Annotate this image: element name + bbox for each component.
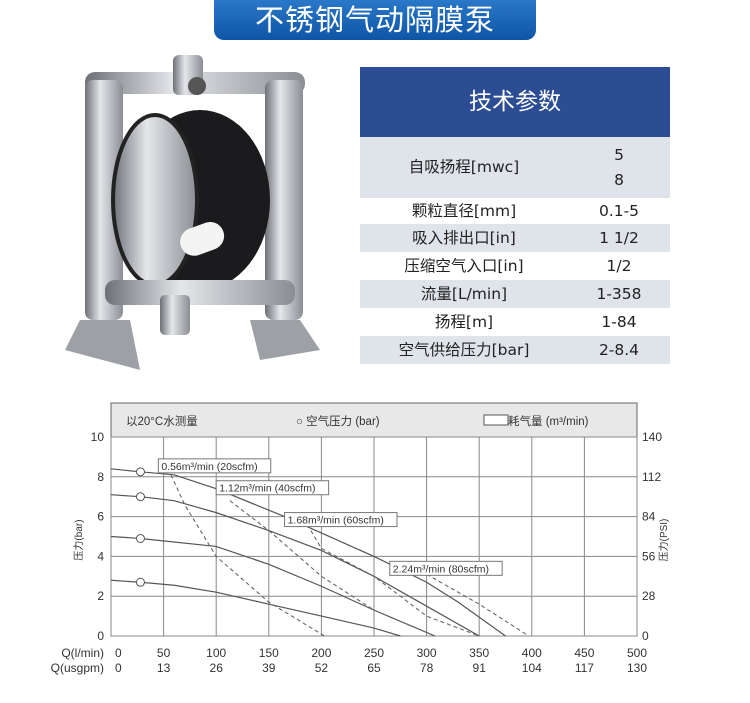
x-tick-label-usgpm: 65 xyxy=(367,661,381,675)
x-tick-label: 50 xyxy=(157,646,171,660)
spec-label: 吸入排出口[in] xyxy=(412,229,516,247)
x-tick-label: 150 xyxy=(259,646,279,660)
x-tick-label-usgpm: 130 xyxy=(627,661,647,675)
y-tick-label: 8 xyxy=(97,470,104,484)
spec-value: 1-358 xyxy=(596,285,642,303)
y-tick-label: 2 xyxy=(97,589,104,603)
spec-table: 技术参数 自吸扬程[mwc] 5 8 颗粒直径[mm] 0.1-5 吸入排出口[in… xyxy=(360,67,670,364)
pressure-marker xyxy=(135,467,145,477)
air-consumption-curve xyxy=(170,474,325,637)
x-tick-label-usgpm: 78 xyxy=(420,661,434,675)
x-tick-label-usgpm: 26 xyxy=(210,661,224,675)
x-tick-label: 500 xyxy=(627,646,647,660)
x-tick-label: 350 xyxy=(469,646,489,660)
spec-value: 1/2 xyxy=(606,257,632,275)
spec-row: 流量[L/min] 1-358 xyxy=(360,280,670,308)
air-curve-label-box xyxy=(215,480,330,496)
spec-row: 压缩空气入口[in] 1/2 xyxy=(360,252,670,280)
spec-row: 空气供给压力[bar] 2-8.4 xyxy=(360,336,670,364)
x-tick-label-usgpm: 39 xyxy=(262,661,276,675)
spec-label: 压缩空气入口[in] xyxy=(404,257,524,275)
y-tick-label-right: 56 xyxy=(642,549,656,563)
air-consumption-curve xyxy=(229,500,436,637)
air-consumption-curve xyxy=(310,530,480,637)
legend-pressure: ○ 空气压力 (bar) xyxy=(296,414,380,428)
air-curve-label: 0.56m³/min (20scfm) xyxy=(161,461,257,473)
spec-row: 扬程[m] 1-84 xyxy=(360,308,670,336)
x-tick-label-usgpm: 117 xyxy=(575,661,594,675)
spec-value: 8 xyxy=(614,171,624,189)
pressure-marker xyxy=(135,492,145,502)
pressure-marker xyxy=(135,533,145,543)
y-tick-label: 4 xyxy=(97,549,104,563)
x-tick-label: 450 xyxy=(574,646,594,660)
x-tick-label: 200 xyxy=(311,646,331,660)
y-tick-label: 10 xyxy=(91,430,105,444)
x-tick-label: 300 xyxy=(417,646,437,660)
chart-legend-band xyxy=(110,402,638,438)
y-axis-label-right: 压力(PSI) xyxy=(657,519,670,562)
legend-air-swatch xyxy=(483,414,509,426)
spec-value: 2-8.4 xyxy=(598,341,640,359)
air-curve-label: 2.24m³/min (80scfm) xyxy=(393,563,489,575)
x-tick-label: 400 xyxy=(522,646,542,660)
y-axis-label-left: 压力(bar) xyxy=(72,519,85,560)
pressure-marker xyxy=(135,577,145,587)
spec-label: 扬程[m] xyxy=(434,313,494,331)
air-curve-label-box xyxy=(284,512,398,528)
air-curve-label-box xyxy=(157,458,272,474)
spec-label: 自吸扬程[mwc] xyxy=(408,158,520,176)
air-curve-label: 1.68m³/min (60scfm) xyxy=(288,515,384,527)
x-tick-label: 100 xyxy=(206,646,226,660)
spec-label: 流量[L/min] xyxy=(420,285,508,303)
pressure-curve xyxy=(110,579,401,637)
spec-row: 自吸扬程[mwc] 5 8 xyxy=(360,137,670,198)
y-tick-label-right: 140 xyxy=(642,430,662,444)
y-tick-label-right: 28 xyxy=(642,589,656,603)
y-tick-label: 0 xyxy=(97,629,104,643)
spec-value: 0.1-5 xyxy=(598,202,640,220)
spec-value: 1 1/2 xyxy=(599,229,639,247)
spec-row: 颗粒直径[mm] 0.1-5 xyxy=(360,198,670,224)
x-tick-label-usgpm: 104 xyxy=(522,661,542,675)
x-axis-label-lmin: Q(l/min) xyxy=(61,646,104,660)
legend-note: 以20°C水测量 xyxy=(126,415,198,428)
air-curve-label-box xyxy=(389,560,503,576)
spec-table-header: 技术参数 xyxy=(360,67,670,137)
air-curve-label: 1.12m³/min (40scfm) xyxy=(219,483,315,495)
x-tick-label: 0 xyxy=(115,646,122,660)
spec-value: 1-84 xyxy=(601,313,637,331)
x-tick-label-usgpm: 52 xyxy=(315,661,329,675)
y-tick-label-right: 84 xyxy=(642,510,656,524)
spec-value: 5 xyxy=(614,146,624,164)
spec-row: 吸入排出口[in] 1 1/2 xyxy=(360,224,670,252)
page-title: 不锈钢气动隔膜泵 xyxy=(214,0,536,40)
x-tick-label-usgpm: 91 xyxy=(473,661,487,675)
spec-label: 颗粒直径[mm] xyxy=(411,202,517,220)
pump-image xyxy=(65,55,320,370)
x-tick-label-usgpm: 13 xyxy=(157,661,171,675)
x-tick-label-usgpm: 0 xyxy=(115,661,122,675)
y-tick-label-right: 0 xyxy=(642,629,649,643)
pressure-curve xyxy=(110,535,436,637)
air-consumption-curve xyxy=(426,573,529,637)
spec-label: 空气供给压力[bar] xyxy=(398,341,530,359)
y-tick-label: 6 xyxy=(97,510,104,524)
legend-air: 耗气量 (m³/min) xyxy=(508,414,589,428)
y-tick-label-right: 112 xyxy=(642,470,661,484)
x-tick-label: 250 xyxy=(364,646,384,660)
x-axis-label-usgpm: Q(usgpm) xyxy=(51,661,104,675)
